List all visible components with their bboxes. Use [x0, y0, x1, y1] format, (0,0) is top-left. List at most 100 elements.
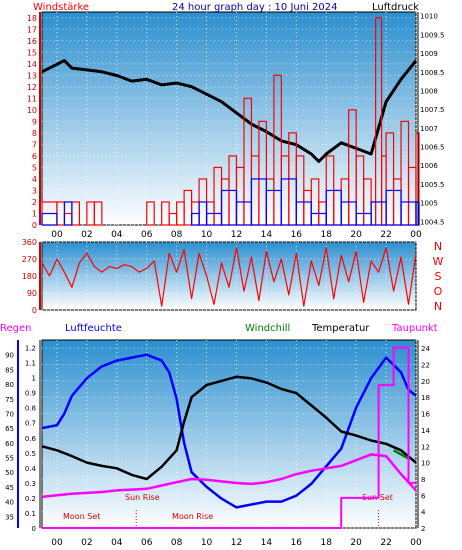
- bottom-x-tick: 04: [111, 538, 123, 548]
- regen-line: [42, 346, 416, 529]
- rain-y-tick: 0.6: [25, 435, 37, 443]
- humidity-y-tick: 45: [5, 484, 14, 492]
- pressure-y-tick: 1005.5: [420, 181, 445, 189]
- wind-y-tick: 1: [32, 209, 37, 218]
- pressure-y-tick: 1006.5: [420, 144, 445, 152]
- bottom-x-tick: 22: [380, 538, 391, 548]
- top-x-tick: 10: [201, 230, 213, 240]
- bottom-x-tick: 18: [321, 538, 333, 548]
- bottom-x-tick: 06: [141, 538, 153, 548]
- pressure-y-tick: 1005: [420, 200, 438, 208]
- direction-y-tick: 270: [22, 255, 37, 264]
- pressure-line: [41, 59, 418, 163]
- annotation-moon-rise: Moon Rise: [172, 512, 213, 521]
- pressure-y-tick: 1007.5: [420, 106, 445, 114]
- rain-y-tick: 0.2: [25, 495, 36, 503]
- humidity-y-tick: 65: [5, 425, 14, 433]
- humidity-y-tick: 85: [5, 366, 14, 374]
- bottom-x-tick: 00: [51, 538, 63, 548]
- rain-y-tick: 0.3: [25, 480, 36, 488]
- humidity-y-tick: 55: [5, 455, 14, 463]
- rain-y-tick: 0.8: [25, 405, 36, 413]
- temp-y-tick: 20: [421, 378, 430, 386]
- top-x-tick: 04: [111, 230, 123, 240]
- humidity-y-tick: 40: [5, 499, 14, 507]
- temp-y-tick: 8: [421, 476, 425, 484]
- taupunkt-line: [41, 453, 417, 499]
- regen-label: Regen: [0, 323, 32, 334]
- top-x-tick: 12: [231, 230, 242, 240]
- wind-y-tick: 4: [32, 175, 37, 184]
- temp-y-tick: 18: [421, 394, 430, 402]
- humidity-y-tick: 80: [5, 381, 14, 389]
- temperatur-line: [41, 375, 417, 481]
- top-left-label: Windstärke: [33, 2, 89, 13]
- annotation-sun-rise: Sun Rise: [125, 493, 160, 502]
- pressure-y-tick: 1010: [420, 13, 438, 21]
- temp-y-tick: 2: [421, 525, 425, 533]
- bottom-x-tick: 02: [81, 538, 92, 548]
- top-x-tick: 16: [291, 230, 303, 240]
- wind-direction-line: [41, 247, 417, 307]
- wind-y-tick: 6: [32, 152, 37, 161]
- compass-label: N: [434, 300, 442, 313]
- pressure-y-tick: 1008: [420, 87, 438, 95]
- wind-y-tick: 2: [32, 198, 37, 207]
- top-right-label: Luftdruck: [372, 2, 419, 13]
- temp-y-tick: 16: [421, 411, 430, 419]
- wind-y-tick: 14: [27, 60, 37, 69]
- wind-y-tick: 12: [27, 83, 37, 92]
- wind-gust-bar: [41, 212, 58, 226]
- wind-y-tick: 5: [32, 163, 37, 172]
- temp-y-tick: 14: [421, 427, 430, 435]
- bottom-x-tick: 20: [350, 538, 362, 548]
- pressure-y-tick: 1006: [420, 162, 438, 170]
- direction-y-tick: 0: [32, 306, 37, 315]
- direction-y-tick: 90: [27, 289, 37, 298]
- pressure-y-tick: 1007: [420, 125, 438, 133]
- temp-y-tick: 24: [421, 345, 430, 353]
- wind-speed-bar: [93, 201, 103, 226]
- luftfeuchte-line: [41, 353, 417, 509]
- direction-plot-area: [41, 241, 417, 311]
- bottom-x-tick: 12: [231, 538, 242, 548]
- wind-y-tick: 16: [27, 37, 37, 46]
- compass-label: W: [433, 255, 444, 268]
- bottom-x-tick: 16: [291, 538, 303, 548]
- top-x-tick: 02: [81, 230, 92, 240]
- top-x-tick: 22: [380, 230, 391, 240]
- wind-y-tick: 13: [27, 71, 37, 80]
- wind-y-tick: 8: [32, 129, 37, 138]
- bottom-x-tick: 14: [261, 538, 273, 548]
- rain-y-tick: 0.5: [25, 450, 36, 458]
- windchill-label: Windchill: [245, 323, 290, 334]
- top-x-tick: 20: [350, 230, 362, 240]
- rain-y-tick: 1.2: [25, 345, 36, 353]
- rain-y-tick: 0.9: [25, 390, 36, 398]
- direction-y-tick: 360: [22, 238, 37, 247]
- top-title: 24 hour graph day : 10 Juni 2024: [172, 2, 338, 13]
- luftfeuchte-label: Luftfeuchte: [65, 323, 122, 334]
- wind-speed-bar: [146, 201, 155, 226]
- wind-y-tick: 18: [27, 14, 37, 23]
- humidity-y-tick: 60: [5, 440, 14, 448]
- compass-label: N: [434, 240, 442, 253]
- top-x-tick: 00: [51, 230, 63, 240]
- top-x-tick: 14: [261, 230, 273, 240]
- pressure-y-tick: 1004.5: [420, 218, 445, 226]
- wind-gust-bar: [63, 201, 73, 226]
- bottom-x-tick: 10: [201, 538, 213, 548]
- rain-y-tick: 1.1: [25, 360, 36, 368]
- rain-y-tick: 0.7: [25, 420, 36, 428]
- wind-y-tick: 0: [32, 221, 37, 230]
- annotation-moon-set: Moon Set: [63, 512, 100, 521]
- wind-y-tick: 15: [27, 48, 37, 57]
- rain-y-tick: 0.4: [25, 465, 37, 473]
- bottom-x-tick: 08: [171, 538, 183, 548]
- temp-y-tick: 4: [421, 509, 426, 517]
- compass-label: S: [435, 270, 442, 283]
- temp-y-tick: 6: [421, 492, 426, 500]
- humidity-y-tick: 90: [5, 352, 14, 360]
- pressure-y-tick: 1009: [420, 50, 438, 58]
